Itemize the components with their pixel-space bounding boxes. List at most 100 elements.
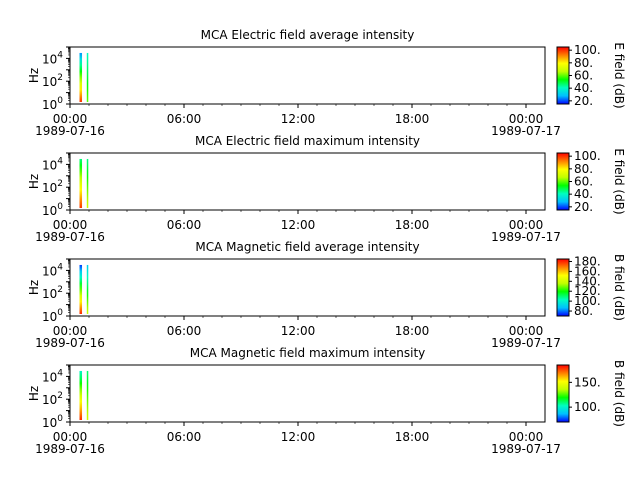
x-date-label: 1989-07-16 xyxy=(35,230,105,244)
axes-frame xyxy=(69,152,546,211)
axes-frame xyxy=(69,258,546,317)
y-tick-exponent: 0 xyxy=(57,414,63,424)
colorbar-tick-label: 150. xyxy=(574,375,601,389)
colorbar-tick-label: 60. xyxy=(574,175,593,189)
colorbar-label: B field (dB) xyxy=(612,360,626,427)
colorbar-tick-label: 100. xyxy=(574,294,601,308)
y-tick-label: 102 xyxy=(42,391,63,407)
colorbar-tick-label: 80. xyxy=(574,56,593,70)
x-tick-label: 12:00 xyxy=(281,218,316,232)
x-tick-label: 12:00 xyxy=(281,430,316,444)
colorbar-label: E field (dB) xyxy=(612,42,626,108)
y-tick-label: 100 xyxy=(42,202,63,218)
y-tick-base: 10 xyxy=(42,158,57,172)
y-tick-base: 10 xyxy=(42,370,57,384)
y-axis-label: Hz xyxy=(27,68,41,83)
y-tick-label: 102 xyxy=(42,179,63,195)
y-tick-label: 104 xyxy=(42,262,63,278)
y-tick-label: 100 xyxy=(42,308,63,324)
panel-4: MCA Magnetic field maximum intensityHz10… xyxy=(27,346,626,456)
axes-frame xyxy=(69,364,546,423)
spectrogram-span xyxy=(79,264,83,314)
x-tick-label: 00:00 xyxy=(509,430,544,444)
x-tick-label: 12:00 xyxy=(281,112,316,126)
x-tick-label: 06:00 xyxy=(167,430,202,444)
spectrogram-span xyxy=(79,52,83,102)
y-tick-exponent: 0 xyxy=(57,202,63,212)
spectrogram-span xyxy=(79,370,83,420)
panel-title: MCA Electric field maximum intensity xyxy=(195,134,420,148)
x-date-label: 1989-07-17 xyxy=(491,230,561,244)
y-tick-exponent: 4 xyxy=(57,368,63,378)
x-tick-label: 06:00 xyxy=(167,112,202,126)
panel-title: MCA Magnetic field maximum intensity xyxy=(190,346,426,360)
panel-title: MCA Magnetic field average intensity xyxy=(195,240,419,254)
colorbar-tick-label: 100. xyxy=(574,400,601,414)
spectrogram-span xyxy=(79,158,83,208)
y-tick-base: 10 xyxy=(42,310,57,324)
y-tick-exponent: 2 xyxy=(57,285,63,295)
y-axis-label: Hz xyxy=(27,386,41,401)
y-tick-exponent: 4 xyxy=(57,156,63,166)
y-tick-base: 10 xyxy=(42,75,57,89)
colorbar-tick-label: 120. xyxy=(574,284,601,298)
y-tick-label: 102 xyxy=(42,73,63,89)
spectrogram-span xyxy=(86,370,89,420)
x-tick-label: 00:00 xyxy=(53,324,88,338)
y-tick-label: 104 xyxy=(42,156,63,172)
x-tick-label: 00:00 xyxy=(53,430,88,444)
x-date-label: 1989-07-16 xyxy=(35,124,105,138)
spectrogram-span xyxy=(86,264,89,314)
colorbar-label: E field (dB) xyxy=(612,148,626,214)
y-tick-label: 100 xyxy=(42,414,63,430)
colorbar xyxy=(556,258,570,317)
x-date-label: 1989-07-16 xyxy=(35,336,105,350)
colorbar-tick-label: 80. xyxy=(574,304,593,318)
x-tick-label: 06:00 xyxy=(167,324,202,338)
y-tick-base: 10 xyxy=(42,416,57,430)
panel-title: MCA Electric field average intensity xyxy=(201,28,415,42)
x-tick-label: 00:00 xyxy=(509,112,544,126)
y-tick-exponent: 4 xyxy=(57,262,63,272)
y-tick-exponent: 0 xyxy=(57,308,63,318)
x-tick-label: 00:00 xyxy=(53,112,88,126)
panel-2: MCA Electric field maximum intensityHz10… xyxy=(27,134,626,244)
x-tick-label: 18:00 xyxy=(395,112,430,126)
y-tick-base: 10 xyxy=(42,204,57,218)
axes-frame xyxy=(69,46,546,105)
y-tick-exponent: 0 xyxy=(57,96,63,106)
x-tick-label: 00:00 xyxy=(53,218,88,232)
colorbar-tick-label: 60. xyxy=(574,69,593,83)
x-tick-label: 00:00 xyxy=(509,218,544,232)
x-tick-label: 12:00 xyxy=(281,324,316,338)
colorbar-tick-label: 160. xyxy=(574,264,601,278)
colorbar xyxy=(556,152,570,211)
colorbar-tick-label: 20. xyxy=(574,200,593,214)
y-tick-exponent: 2 xyxy=(57,179,63,189)
colorbar-tick-label: 40. xyxy=(574,81,593,95)
y-tick-base: 10 xyxy=(42,264,57,278)
y-tick-exponent: 4 xyxy=(57,50,63,60)
x-date-label: 1989-07-17 xyxy=(491,336,561,350)
colorbar-tick-label: 100. xyxy=(574,149,601,163)
x-tick-label: 18:00 xyxy=(395,324,430,338)
y-axis-label: Hz xyxy=(27,174,41,189)
colorbar-tick-label: 100. xyxy=(574,43,601,57)
colorbar-tick-label: 180. xyxy=(574,254,601,268)
x-date-label: 1989-07-16 xyxy=(35,442,105,456)
colorbar-tick-label: 20. xyxy=(574,94,593,108)
y-tick-label: 104 xyxy=(42,50,63,66)
x-tick-label: 00:00 xyxy=(509,324,544,338)
y-tick-label: 104 xyxy=(42,368,63,384)
y-tick-base: 10 xyxy=(42,287,57,301)
colorbar xyxy=(556,364,570,423)
spectrogram-span xyxy=(86,158,89,208)
colorbar-tick-label: 140. xyxy=(574,274,601,288)
x-date-label: 1989-07-17 xyxy=(491,442,561,456)
spectrogram-span xyxy=(86,52,89,102)
y-tick-label: 102 xyxy=(42,285,63,301)
colorbar xyxy=(556,46,570,105)
y-tick-base: 10 xyxy=(42,98,57,112)
panel-1: MCA Electric field average intensityHz10… xyxy=(27,28,626,138)
panel-3: MCA Magnetic field average intensityHz10… xyxy=(27,240,626,350)
